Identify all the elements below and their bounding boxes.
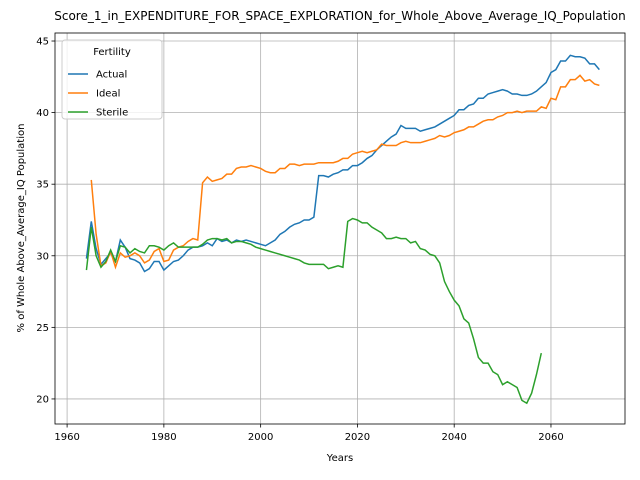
ticks: 1960 1980 2000 2020 2040 2060 20 25 30 35 40 45: [36, 37, 563, 443]
x-tick-label: 2020: [345, 432, 370, 443]
y-tick-label: 45: [36, 37, 49, 48]
x-tick-label: 1960: [54, 432, 79, 443]
line-series: [85, 54, 600, 273]
x-tick-label: 2040: [441, 432, 466, 443]
legend-label: Actual: [96, 70, 127, 81]
line-series: [85, 217, 543, 405]
x-tick-label: 2000: [248, 432, 273, 443]
chart-title: Score_1_in_EXPENDITURE_FOR_SPACE_EXPLORA…: [54, 9, 625, 23]
plot-lines: [85, 54, 600, 405]
y-tick-label: 35: [36, 180, 49, 191]
x-tick-label: 1980: [151, 432, 176, 443]
legend-box: [61, 39, 163, 120]
y-tick-label: 25: [36, 323, 49, 334]
legend: Fertility Actual Ideal Sterile: [61, 39, 163, 120]
x-axis-label: Years: [326, 453, 353, 464]
x-tick-label: 2060: [538, 432, 563, 443]
legend-label: Ideal: [96, 89, 120, 100]
y-axis-label: % of Whole Above_Average_IQ Population: [16, 124, 27, 333]
y-tick-label: 40: [36, 108, 49, 119]
plot-frame: [54, 32, 626, 425]
legend-label: Sterile: [96, 108, 128, 119]
legend-title: Fertility: [93, 47, 131, 58]
y-tick-label: 30: [36, 251, 49, 262]
line-series: [90, 74, 600, 270]
y-tick-label: 20: [36, 394, 49, 405]
